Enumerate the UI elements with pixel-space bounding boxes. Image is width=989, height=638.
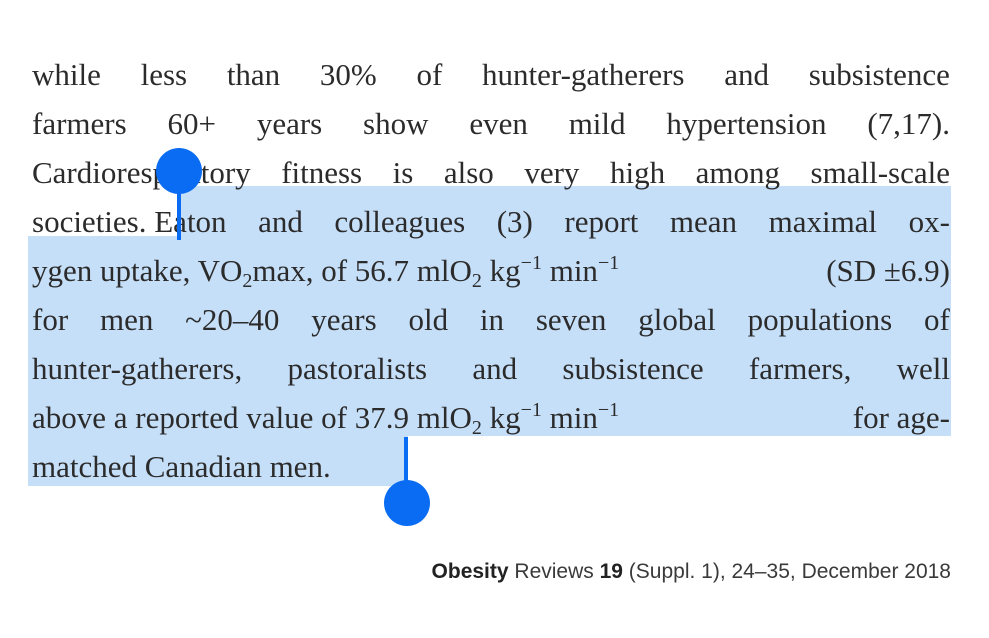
word: for: [32, 302, 69, 337]
word: 30%: [319, 57, 377, 92]
word: Eaton: [154, 204, 227, 239]
word: and: [472, 351, 518, 386]
selection-start-handle-stem[interactable]: [177, 180, 181, 240]
word: ox-: [908, 204, 950, 239]
journal-name: Obesity: [431, 560, 509, 583]
word: populations: [747, 302, 893, 337]
word: mild: [568, 106, 626, 141]
word: even: [469, 106, 528, 141]
text-selection-highlight: [178, 186, 951, 236]
word: hunter-gatherers: [482, 57, 685, 92]
word: show: [363, 106, 429, 141]
word: ~20–40: [185, 302, 280, 337]
word: (7,17).: [867, 106, 950, 141]
word: 60+: [167, 106, 216, 141]
text-run: above a reported value of 37.9 mlO2 kg−1…: [32, 399, 620, 439]
word: of: [924, 302, 950, 337]
word: hunter-gatherers,: [32, 351, 243, 386]
text-line-9: matched Canadian men.: [32, 442, 950, 491]
word: among: [695, 155, 780, 190]
selected-run: Eaton and colleagues (3) report mean maximal ox…: [154, 197, 950, 246]
word: report: [564, 204, 639, 239]
word: men: [99, 302, 154, 337]
word: well: [896, 351, 950, 386]
word: (3): [496, 204, 533, 239]
text-run: (SD ±6.9): [818, 253, 950, 288]
word: subsistence: [562, 351, 704, 386]
selection-end-handle[interactable]: [384, 480, 430, 526]
text-selection-highlight: [28, 436, 408, 486]
word: years: [311, 302, 377, 337]
word: of: [416, 57, 443, 92]
text-run: ygen uptake, VO2max, of 56.7 mlO2 kg−1 m…: [32, 252, 620, 292]
word: than: [226, 57, 281, 92]
text-line-6: for men ~20–40 years old in seven global populat…: [32, 295, 950, 344]
word: maximal: [768, 204, 878, 239]
word: high: [609, 155, 666, 190]
word: less: [140, 57, 188, 92]
word: farmers: [32, 106, 127, 141]
word: very: [524, 155, 580, 190]
word: colleagues: [334, 204, 466, 239]
word: seven: [535, 302, 607, 337]
journal-name-rest: Reviews: [508, 560, 600, 583]
word: small-scale: [810, 155, 950, 190]
journal-details: (Suppl. 1), 24–35, December 2018: [622, 560, 951, 583]
text-line-1: while less than 30% of hunter-gatherers and sub…: [32, 50, 950, 99]
text-run: for age-: [845, 400, 950, 435]
text-line-7: hunter-gatherers, pastoralists and subsiste…: [32, 344, 950, 393]
text-run: matched Canadian men.: [32, 449, 331, 484]
word: Cardiorespiratory: [32, 155, 251, 190]
word: subsistence: [808, 57, 950, 92]
text-line-5: ygen uptake, VO2max, of 56.7 mlO2 kg−1 m…: [32, 246, 950, 295]
word: farmers,: [748, 351, 852, 386]
word: pastoralists: [287, 351, 428, 386]
text-selection-highlight: [28, 236, 951, 436]
word: and: [258, 204, 303, 239]
word: old: [408, 302, 449, 337]
paragraph-text[interactable]: while less than 30% of hunter-gatherers and sub…: [32, 50, 950, 491]
word: is: [392, 155, 414, 190]
word: years: [256, 106, 323, 141]
word: and: [724, 57, 769, 92]
text-line-8: above a reported value of 37.9 mlO2 kg−1…: [32, 393, 950, 442]
word: also: [443, 155, 494, 190]
text-run: societies.: [32, 204, 155, 239]
word: while: [32, 57, 101, 92]
word: mean: [669, 204, 738, 239]
journal-citation: Obesity Reviews 19 (Suppl. 1), 24–35, De…: [432, 560, 951, 584]
word: hypertension: [666, 106, 827, 141]
text-line-4: societies. Eaton and colleagues (3) report me…: [32, 197, 950, 246]
selection-end-handle-stem[interactable]: [404, 437, 408, 489]
word: fitness: [281, 155, 363, 190]
journal-volume: 19: [599, 560, 623, 583]
word: global: [638, 302, 716, 337]
text-line-2: farmers 60+ years show even mild hypertension (…: [32, 99, 950, 148]
text-line-3: Cardiorespiratory fitness is also very high am…: [32, 148, 950, 197]
word: in: [479, 302, 505, 337]
